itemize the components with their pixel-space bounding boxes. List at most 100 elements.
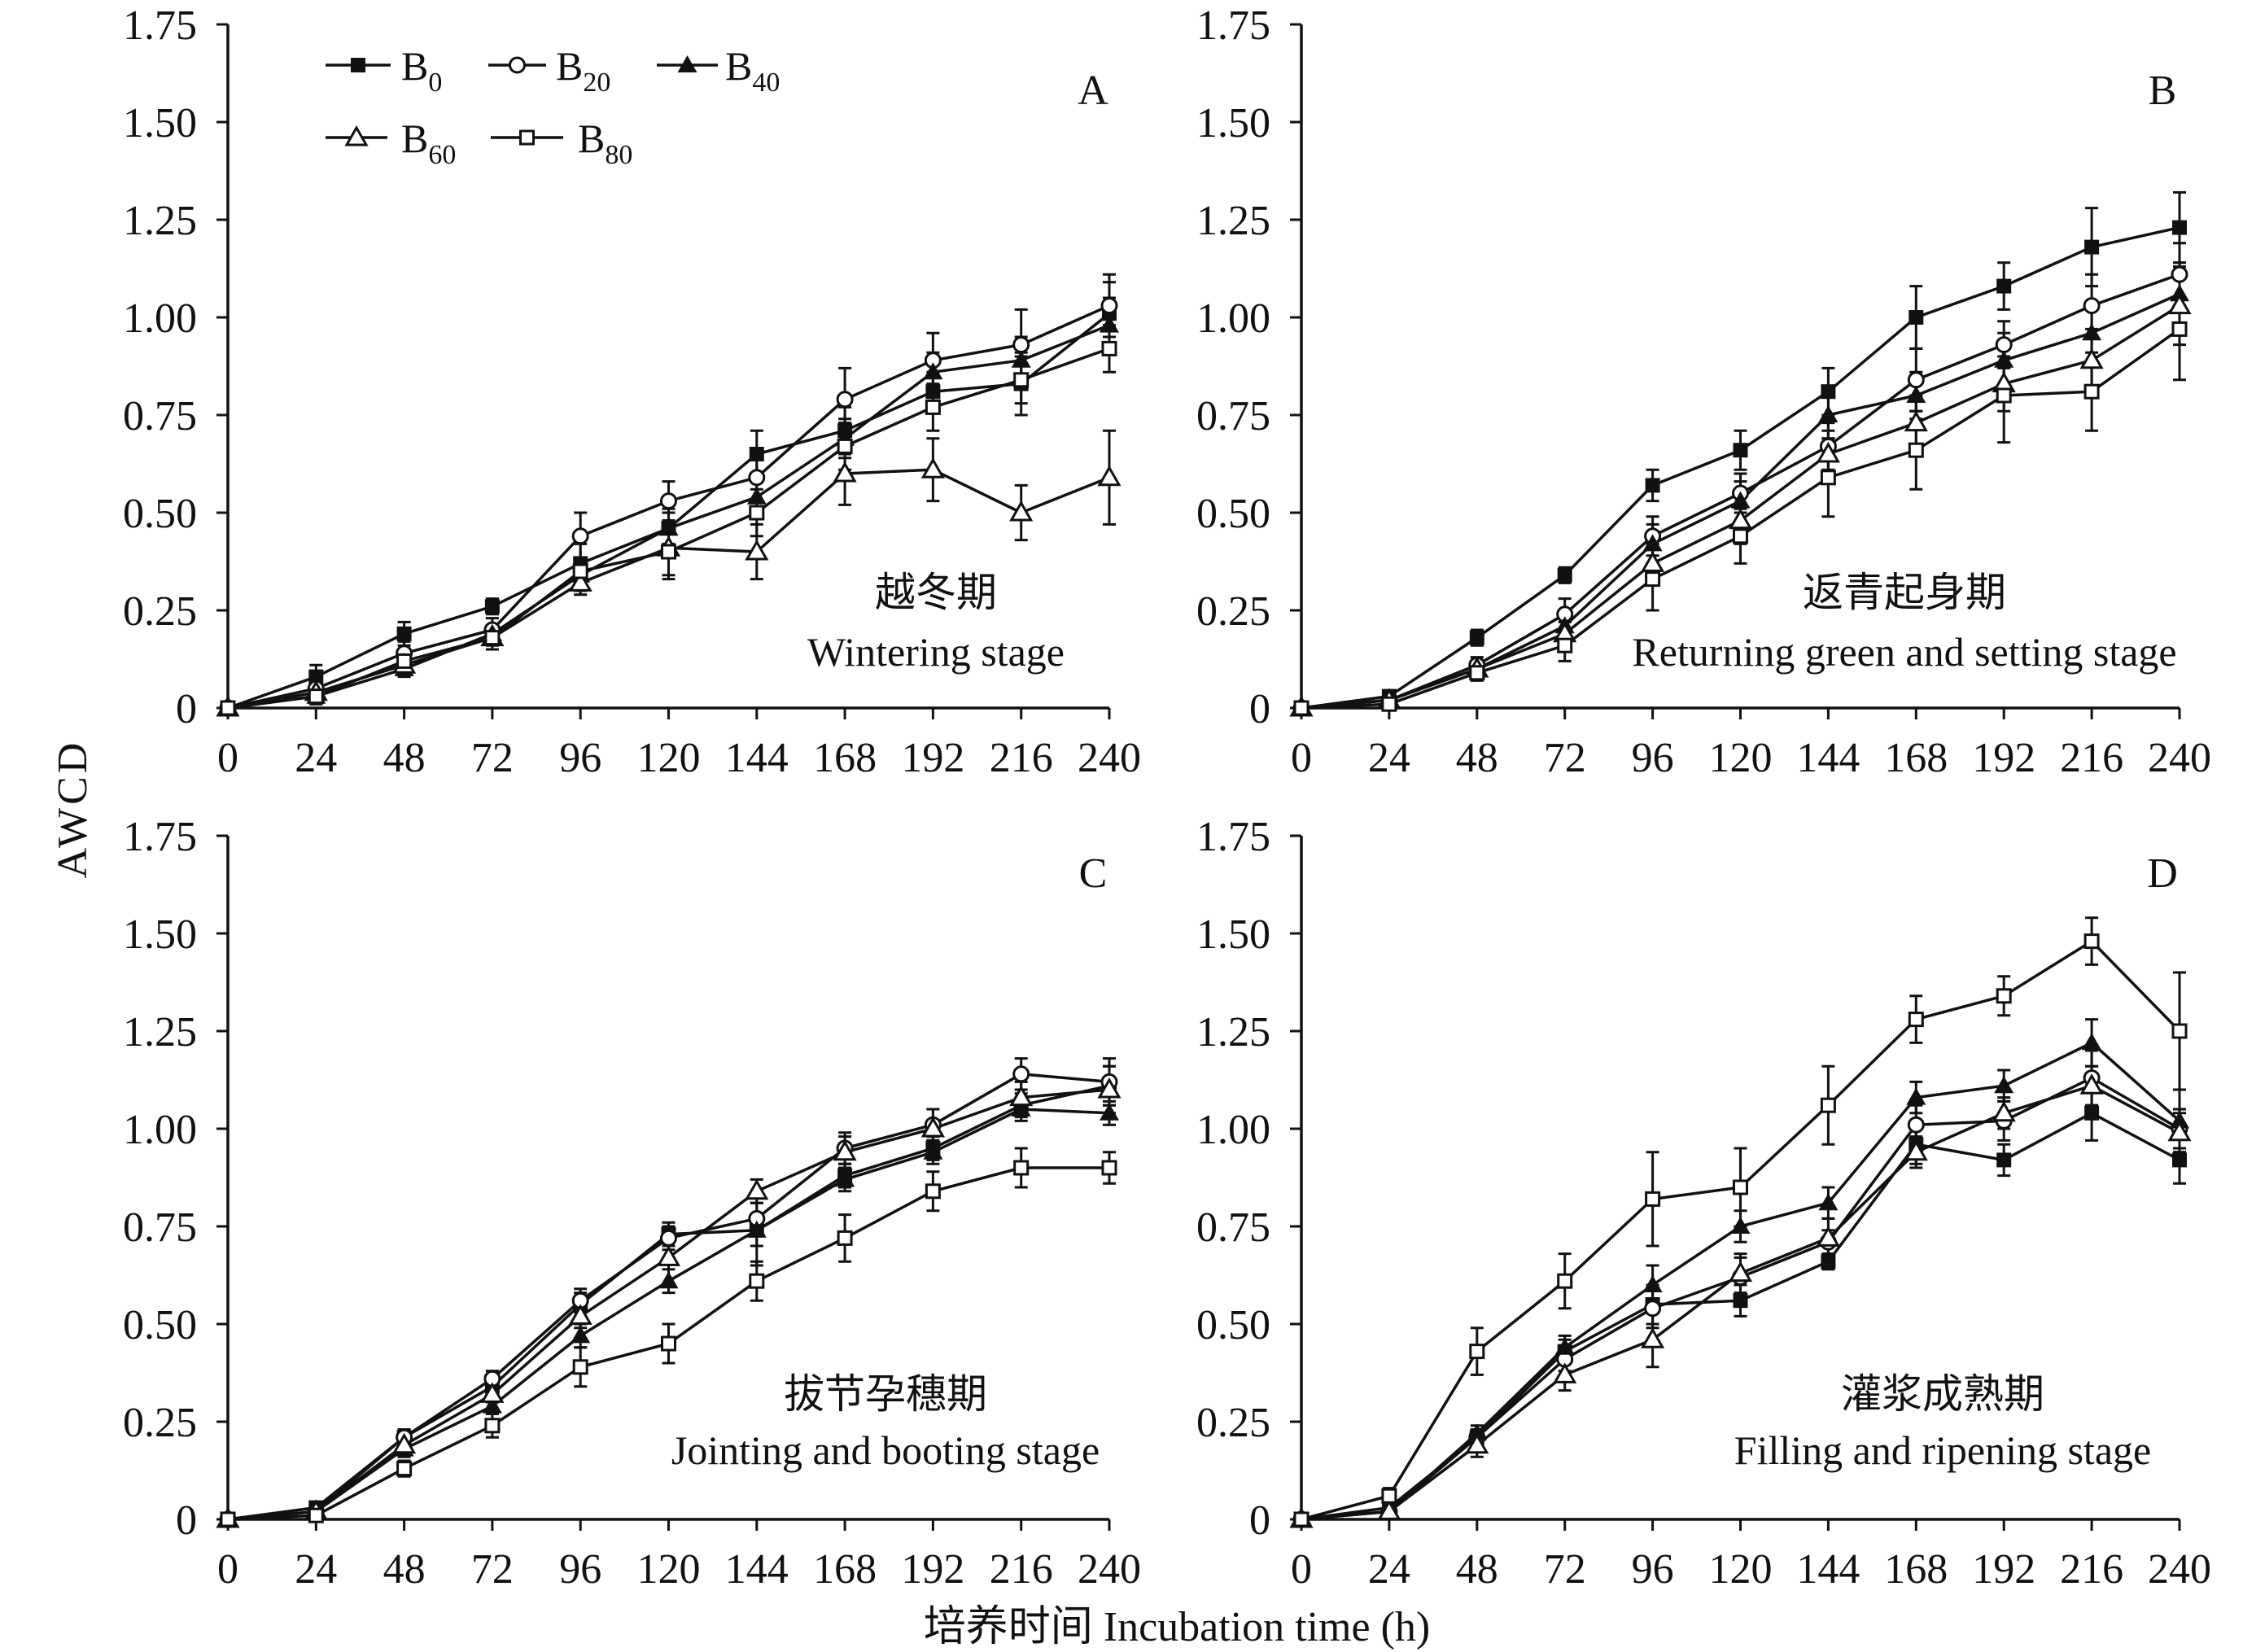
panel-b-b20-point xyxy=(1995,336,2013,354)
panel-d-b40-point xyxy=(1906,1087,1926,1105)
panel-b-x-tick-label: 72 xyxy=(1544,735,1586,781)
panel-d-y-tick-label: 0.50 xyxy=(1196,1302,1270,1348)
panel-a-x-tick-label: 216 xyxy=(990,735,1053,781)
panel-b-b40-point xyxy=(1818,405,1839,422)
panel-a-b0-point xyxy=(308,669,324,684)
panel-b-series-points xyxy=(1289,220,2192,717)
panel-d-axes: 0 0.25 0.50 0.75 1.00 1.25 1.50 1.75 0 24 48 72 96 12… xyxy=(1196,814,2211,1593)
panel-c-x-tick-label: 0 xyxy=(217,1546,238,1593)
panel-c-b60-point xyxy=(1009,1085,1034,1107)
panel-a-b20-point xyxy=(571,527,589,545)
panel-b-b20-point xyxy=(1907,371,1925,389)
panel-d-b40-point xyxy=(1818,1193,1839,1211)
panel-c-b40-point xyxy=(658,1271,679,1289)
panel-d-b40-point xyxy=(1642,1275,1663,1292)
panel-c-y-tick-label: 0.25 xyxy=(123,1400,197,1446)
panel-a-b0-point xyxy=(925,384,941,400)
panel-b-b40-point xyxy=(2170,284,2189,302)
panel-c-x-tick-label: 96 xyxy=(559,1546,601,1593)
panel-d-b40-point xyxy=(1467,1423,1487,1441)
panel-a-x-tick-label: 24 xyxy=(295,735,337,781)
panel-a-b80-point xyxy=(572,563,588,579)
panel-c-b80-point xyxy=(661,1335,676,1352)
panel-d-y-tick-label: 0 xyxy=(1249,1497,1270,1544)
panel-c-b60-point xyxy=(480,1382,505,1403)
panel-c-y-tick-label: 0.75 xyxy=(123,1204,197,1251)
panel-a-letter: A xyxy=(1078,68,1108,114)
panel-d-b80-point xyxy=(1293,1511,1310,1527)
panel-c-y-tick-label: 1.50 xyxy=(123,911,197,958)
panel-d-b60-point xyxy=(1377,1499,1401,1520)
panel-d-b80-point xyxy=(1645,1191,1661,1207)
panel-d-y-tick-label: 1.25 xyxy=(1196,1009,1270,1055)
panel-d-x-tick-label: 168 xyxy=(1884,1546,1948,1593)
panel-a-y-tick-label: 1.25 xyxy=(123,198,197,244)
panel-b-b80-point xyxy=(1733,528,1748,544)
panel-b-x-tick-label: 216 xyxy=(2060,735,2123,781)
legend-marker-b80 xyxy=(519,129,535,146)
panel-c-b80-point xyxy=(1101,1160,1117,1176)
panel-d-letter: D xyxy=(2147,850,2178,897)
panel-c-b80-point xyxy=(572,1359,588,1375)
panel-c-x-tick-label: 24 xyxy=(295,1546,337,1593)
panel-b-y-tick-label: 0.75 xyxy=(1196,393,1270,439)
panel-c-b60-point xyxy=(656,1245,681,1266)
panel-c-series-points xyxy=(216,1065,1122,1528)
panel-c-b20-point xyxy=(1012,1065,1030,1083)
panel-d-y-tick-label: 1.50 xyxy=(1196,911,1270,958)
panel-c-y-tick-label: 1.25 xyxy=(123,1009,197,1055)
panel-b-b20-point xyxy=(2171,265,2188,283)
panel-b: 0 0.25 0.50 0.75 1.00 1.25 1.50 1.75 0 24 48 72 96 12… xyxy=(1196,2,2211,781)
panel-d-y-tick-label: 1.00 xyxy=(1196,1107,1270,1153)
panel-c-b40-point xyxy=(835,1169,855,1187)
panel-a-b20-point xyxy=(1100,297,1118,315)
panel-a-y-tick-label: 1.50 xyxy=(123,100,197,146)
panel-c-b40-point xyxy=(1011,1099,1031,1117)
panel-a-b40-point xyxy=(1100,315,1119,333)
panel-b-y-tick-label: 1.75 xyxy=(1196,2,1270,49)
panel-d-b40-point xyxy=(2082,1033,2102,1051)
panel-b-b40-point xyxy=(1730,491,1751,509)
panel-b-b0-point xyxy=(1645,478,1660,493)
panel-a-y-tick-label: 1.00 xyxy=(123,295,197,342)
panel-a-b60-point xyxy=(833,461,857,483)
panel-b-b0-point xyxy=(1909,310,1924,325)
panel-c-b80-point xyxy=(308,1507,324,1523)
legend-item-b40: B40 xyxy=(657,43,780,98)
panel-b-y-tick-label: 0 xyxy=(1249,686,1270,732)
panel-c-b20-point xyxy=(660,1229,677,1247)
panel-a-x-tick-label: 240 xyxy=(1078,735,1141,781)
panel-a-y-tick-label: 0.50 xyxy=(123,491,197,537)
panel-d-b20-point xyxy=(1644,1300,1662,1318)
panel-c-x-tick-label: 48 xyxy=(383,1546,426,1593)
panel-a-b60-point xyxy=(745,539,769,561)
panel-c-b60-point xyxy=(1097,1077,1122,1099)
panel-b-letter: B xyxy=(2149,68,2177,114)
panel-d-x-tick-label: 72 xyxy=(1544,1546,1586,1593)
legend-marker-b20 xyxy=(509,56,526,74)
legend-label-subscript-b40: 40 xyxy=(752,68,780,98)
panel-b-b40-point xyxy=(2082,323,2102,341)
panel-c-b40-point xyxy=(482,1396,502,1414)
panel-d-b0-point xyxy=(2172,1152,2187,1168)
panel-d-x-tick-label: 24 xyxy=(1368,1546,1410,1593)
panel-b-b80-point xyxy=(2083,383,2100,400)
panel-b-b0-point xyxy=(1469,630,1484,645)
panel-c-b60-point xyxy=(920,1116,945,1138)
panel-a-b20-point xyxy=(836,391,854,409)
panel-a-x-tick-label: 96 xyxy=(559,735,601,781)
panel-b-y-tick-label: 0.50 xyxy=(1196,491,1270,537)
panel-d-x-tick-label: 96 xyxy=(1632,1546,1674,1593)
panel-b-b60-point xyxy=(1728,508,1753,530)
panel-b-axes: 0 0.25 0.50 0.75 1.00 1.25 1.50 1.75 0 24 48 72 96 12… xyxy=(1196,2,2211,781)
panel-c-b40-point xyxy=(1100,1103,1119,1121)
legend-label-subscript-b60: 60 xyxy=(428,140,456,170)
panel-d-b60-point xyxy=(1553,1362,1577,1383)
panel-a-b80-point xyxy=(308,688,324,705)
panel-a-b0-point xyxy=(484,599,500,614)
panel-c-letter: C xyxy=(1079,850,1108,897)
panel-b-b80-point xyxy=(2171,321,2188,337)
panel-d-x-tick-label: 120 xyxy=(1709,1546,1773,1593)
